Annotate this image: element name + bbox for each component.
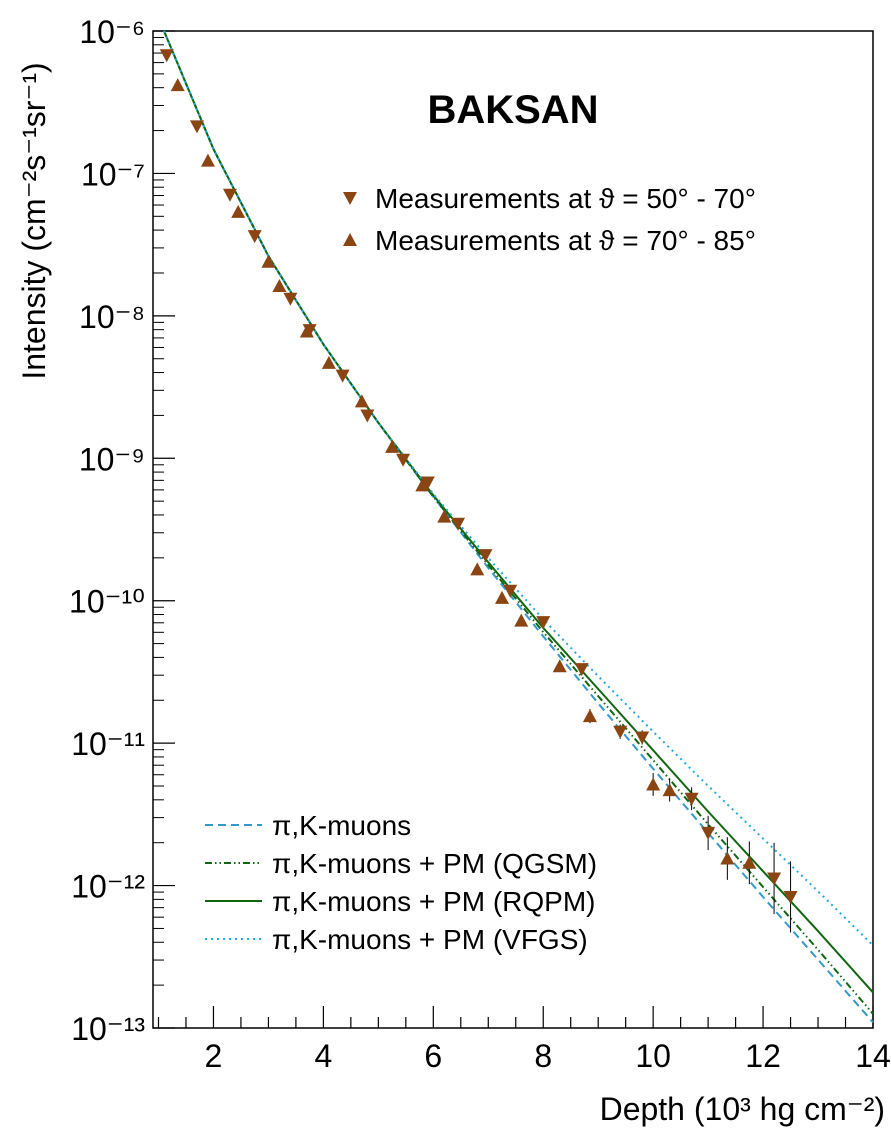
legend-label: π,K-muons + PM (VFGS) [272,924,588,955]
legend-top: Measurements at ϑ = 50° - 70° Measurement… [343,183,756,256]
x-axis-label: Depth (10³ hg cm⁻²) [600,1091,885,1127]
chart-title: BAKSAN [427,88,598,132]
data-point [396,453,411,467]
data-point [536,616,551,630]
y-tick-label: 10⁻¹³ [71,1011,145,1047]
data-point [701,826,716,840]
data-point [646,777,661,791]
y-tick-label: 10⁻¹⁰ [69,584,145,620]
data-point [170,78,185,92]
data-point [272,278,287,292]
axis-ticks [153,30,874,1029]
x-tick-label: 8 [534,1038,552,1074]
y-tick-label: 10⁻⁸ [79,299,145,335]
measurement-points [159,49,798,933]
model-curves [163,30,874,1023]
data-point [635,731,650,745]
legend-label: π,K-muons + PM (QGSM) [272,848,597,879]
x-tick-label: 4 [314,1038,332,1074]
data-point [200,153,215,167]
x-tick-label: 14 [855,1038,891,1074]
data-point [335,369,350,383]
data-point [189,120,204,134]
data-point [415,478,430,492]
data-point [420,476,435,490]
data-point [552,659,567,673]
y-tick-label: 10⁻¹² [71,869,145,905]
plot-frame [152,30,874,1029]
data-point [684,792,699,806]
data-point [742,855,757,869]
x-tick-label: 6 [424,1038,442,1074]
data-point [354,394,369,408]
legend-marker [343,192,357,205]
y-tick-label: 10⁻⁷ [81,156,145,192]
data-point [574,663,589,677]
data-point [321,355,336,369]
y-tick-labels: 10⁻¹³ 10⁻¹² 10⁻¹¹ 10⁻¹⁰ 10⁻⁹ 10⁻⁸ 10⁻⁷ 10⁻⁶ [69,14,145,1047]
y-tick-label: 10⁻⁶ [79,14,145,50]
y-axis-label: Intensity (cm⁻²s⁻¹sr⁻¹) [16,62,52,379]
x-tick-label: 12 [745,1038,781,1074]
data-point [299,324,314,338]
data-point [783,890,798,904]
x-tick-labels: 2 4 6 8 10 12 14 [205,1038,891,1074]
data-point [662,783,677,797]
data-point [231,204,246,218]
legend-label: π,K-muons + PM (RQPM) [272,886,595,917]
x-tick-label: 2 [205,1038,223,1074]
legend-label: Measurements at ϑ = 70° - 85° [375,225,756,256]
data-point [720,851,735,865]
data-point [360,409,375,423]
data-point [495,590,510,604]
legend-marker [343,233,357,246]
x-tick-label: 10 [635,1038,671,1074]
series-line [163,30,874,947]
data-point [451,517,466,531]
data-point [503,584,518,598]
legend-bottom: π,K-muons π,K-muons + PM (QGSM) π,K-muons … [205,810,597,955]
data-point [437,509,452,523]
data-point [247,230,262,244]
data-point [261,254,276,268]
data-point [478,549,493,563]
data-point [767,872,782,886]
legend-label: π,K-muons [272,810,411,841]
data-point [514,613,529,627]
data-point [470,562,485,576]
data-point [222,188,237,202]
series-line [163,30,874,1015]
data-point [613,725,628,739]
data-point [283,292,298,306]
y-tick-label: 10⁻¹¹ [71,726,145,762]
data-point [385,439,400,453]
data-point [582,709,597,723]
legend-label: Measurements at ϑ = 50° - 70° [375,183,756,214]
y-tick-label: 10⁻⁹ [79,441,145,477]
data-point [159,49,174,63]
